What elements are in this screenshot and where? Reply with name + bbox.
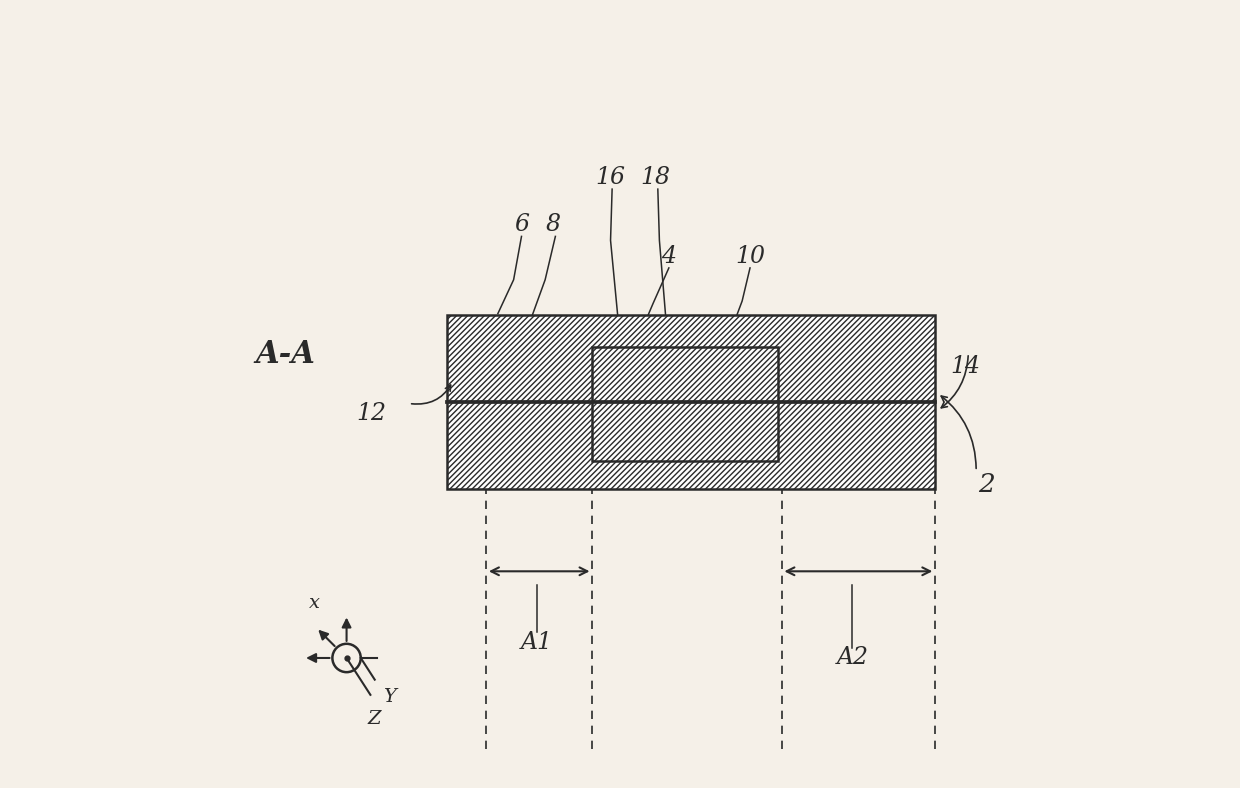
Bar xyxy=(446,315,935,489)
Text: Z: Z xyxy=(367,710,381,727)
Bar xyxy=(593,347,777,461)
Text: A-A: A-A xyxy=(255,339,315,370)
Text: 6: 6 xyxy=(515,213,529,236)
Text: 18: 18 xyxy=(641,165,671,189)
Text: 14: 14 xyxy=(950,355,980,378)
Text: 4: 4 xyxy=(661,244,676,268)
Text: 8: 8 xyxy=(546,213,560,236)
Text: 10: 10 xyxy=(735,244,765,268)
Text: 16: 16 xyxy=(595,165,625,189)
Text: x: x xyxy=(309,594,320,611)
Text: Y: Y xyxy=(383,689,397,706)
Text: A2: A2 xyxy=(837,646,868,670)
Text: 12: 12 xyxy=(357,402,387,426)
Text: 2: 2 xyxy=(978,472,994,497)
Text: A1: A1 xyxy=(521,630,553,654)
